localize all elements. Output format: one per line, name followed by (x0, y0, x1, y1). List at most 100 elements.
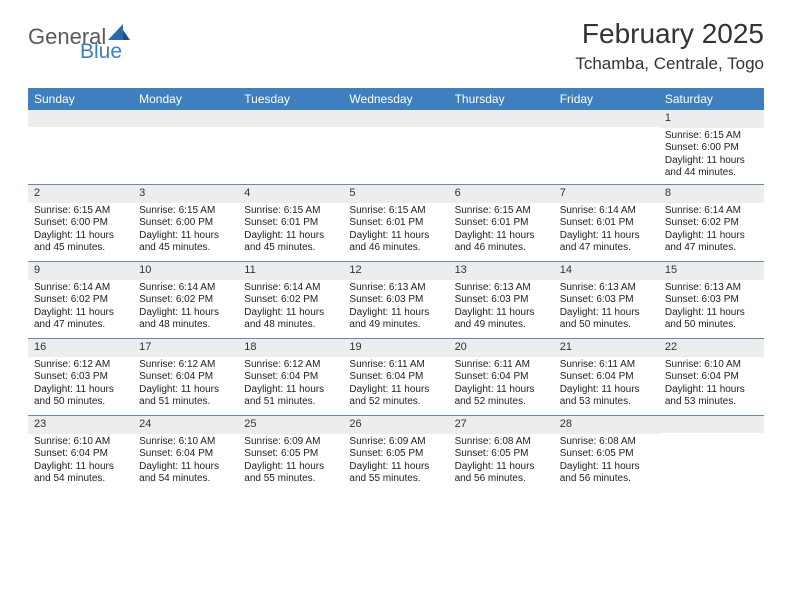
day-content: Sunrise: 6:10 AMSunset: 6:04 PMDaylight:… (28, 434, 133, 490)
sunrise-text: Sunrise: 6:14 AM (34, 282, 127, 295)
sunrise-text: Sunrise: 6:09 AM (244, 436, 337, 449)
day-content: Sunrise: 6:15 AMSunset: 6:00 PMDaylight:… (659, 128, 764, 184)
daylight-text: Daylight: 11 hours and 50 minutes. (34, 384, 127, 409)
daylight-text: Daylight: 11 hours and 46 minutes. (349, 230, 442, 255)
sunrise-text: Sunrise: 6:13 AM (560, 282, 653, 295)
sunset-text: Sunset: 6:04 PM (665, 371, 758, 384)
logo-text-blue: Blue (80, 40, 122, 64)
sunrise-text: Sunrise: 6:14 AM (139, 282, 232, 295)
day-content: Sunrise: 6:11 AMSunset: 6:04 PMDaylight:… (343, 357, 448, 413)
daylight-text: Daylight: 11 hours and 50 minutes. (560, 307, 653, 332)
day-content: Sunrise: 6:14 AMSunset: 6:02 PMDaylight:… (28, 280, 133, 336)
day-number: 6 (449, 185, 554, 203)
calendar-cell: 21Sunrise: 6:11 AMSunset: 6:04 PMDayligh… (554, 339, 659, 415)
calendar-cell (238, 110, 343, 184)
daylight-text: Daylight: 11 hours and 47 minutes. (34, 307, 127, 332)
sunset-text: Sunset: 6:02 PM (139, 294, 232, 307)
sunset-text: Sunset: 6:00 PM (665, 142, 758, 155)
day-content: Sunrise: 6:14 AMSunset: 6:01 PMDaylight:… (554, 203, 659, 259)
daylight-text: Daylight: 11 hours and 55 minutes. (244, 461, 337, 486)
sunset-text: Sunset: 6:04 PM (349, 371, 442, 384)
day-number: 1 (659, 110, 764, 128)
location: Tchamba, Centrale, Togo (575, 54, 764, 74)
calendar-cell: 10Sunrise: 6:14 AMSunset: 6:02 PMDayligh… (133, 262, 238, 338)
day-content: Sunrise: 6:14 AMSunset: 6:02 PMDaylight:… (133, 280, 238, 336)
day-number: 25 (238, 416, 343, 434)
sunset-text: Sunset: 6:05 PM (455, 448, 548, 461)
daylight-text: Daylight: 11 hours and 49 minutes. (455, 307, 548, 332)
day-content: Sunrise: 6:15 AMSunset: 6:00 PMDaylight:… (133, 203, 238, 259)
sunrise-text: Sunrise: 6:15 AM (34, 205, 127, 218)
sunrise-text: Sunrise: 6:12 AM (244, 359, 337, 372)
day-number: 26 (343, 416, 448, 434)
calendar-cell: 1Sunrise: 6:15 AMSunset: 6:00 PMDaylight… (659, 110, 764, 184)
sunset-text: Sunset: 6:02 PM (244, 294, 337, 307)
sunrise-text: Sunrise: 6:10 AM (34, 436, 127, 449)
day-content: Sunrise: 6:14 AMSunset: 6:02 PMDaylight:… (238, 280, 343, 336)
day-content: Sunrise: 6:12 AMSunset: 6:04 PMDaylight:… (133, 357, 238, 413)
daylight-text: Daylight: 11 hours and 56 minutes. (455, 461, 548, 486)
calendar-cell: 27Sunrise: 6:08 AMSunset: 6:05 PMDayligh… (449, 416, 554, 492)
day-content: Sunrise: 6:15 AMSunset: 6:01 PMDaylight:… (238, 203, 343, 259)
daylight-text: Daylight: 11 hours and 50 minutes. (665, 307, 758, 332)
calendar-cell: 26Sunrise: 6:09 AMSunset: 6:05 PMDayligh… (343, 416, 448, 492)
calendar-cell: 24Sunrise: 6:10 AMSunset: 6:04 PMDayligh… (133, 416, 238, 492)
calendar-cell: 9Sunrise: 6:14 AMSunset: 6:02 PMDaylight… (28, 262, 133, 338)
calendar-cell (343, 110, 448, 184)
daylight-text: Daylight: 11 hours and 56 minutes. (560, 461, 653, 486)
day-header: Sunday (28, 88, 133, 110)
sunrise-text: Sunrise: 6:14 AM (665, 205, 758, 218)
calendar-cell (554, 110, 659, 184)
calendar-cell: 28Sunrise: 6:08 AMSunset: 6:05 PMDayligh… (554, 416, 659, 492)
calendar-cell: 5Sunrise: 6:15 AMSunset: 6:01 PMDaylight… (343, 185, 448, 261)
day-number (343, 110, 448, 127)
sunrise-text: Sunrise: 6:14 AM (244, 282, 337, 295)
sunrise-text: Sunrise: 6:11 AM (560, 359, 653, 372)
day-number: 4 (238, 185, 343, 203)
day-number: 28 (554, 416, 659, 434)
sunset-text: Sunset: 6:03 PM (560, 294, 653, 307)
calendar-cell: 22Sunrise: 6:10 AMSunset: 6:04 PMDayligh… (659, 339, 764, 415)
calendar-body: 1Sunrise: 6:15 AMSunset: 6:00 PMDaylight… (28, 110, 764, 492)
day-content: Sunrise: 6:08 AMSunset: 6:05 PMDaylight:… (554, 434, 659, 490)
day-number: 7 (554, 185, 659, 203)
daylight-text: Daylight: 11 hours and 46 minutes. (455, 230, 548, 255)
day-number (449, 110, 554, 127)
sunset-text: Sunset: 6:00 PM (139, 217, 232, 230)
sunset-text: Sunset: 6:02 PM (34, 294, 127, 307)
daylight-text: Daylight: 11 hours and 44 minutes. (665, 155, 758, 180)
sunset-text: Sunset: 6:05 PM (244, 448, 337, 461)
day-number (238, 110, 343, 127)
sunset-text: Sunset: 6:04 PM (139, 448, 232, 461)
calendar-row: 1Sunrise: 6:15 AMSunset: 6:00 PMDaylight… (28, 110, 764, 185)
sunrise-text: Sunrise: 6:13 AM (455, 282, 548, 295)
sunrise-text: Sunrise: 6:09 AM (349, 436, 442, 449)
sunrise-text: Sunrise: 6:13 AM (665, 282, 758, 295)
calendar-row: 2Sunrise: 6:15 AMSunset: 6:00 PMDaylight… (28, 185, 764, 262)
sunset-text: Sunset: 6:03 PM (455, 294, 548, 307)
day-number (133, 110, 238, 127)
day-number (28, 110, 133, 127)
day-content: Sunrise: 6:13 AMSunset: 6:03 PMDaylight:… (659, 280, 764, 336)
sunset-text: Sunset: 6:03 PM (34, 371, 127, 384)
day-number: 11 (238, 262, 343, 280)
day-content: Sunrise: 6:11 AMSunset: 6:04 PMDaylight:… (449, 357, 554, 413)
sunrise-text: Sunrise: 6:15 AM (244, 205, 337, 218)
day-number: 24 (133, 416, 238, 434)
day-header: Friday (554, 88, 659, 110)
daylight-text: Daylight: 11 hours and 51 minutes. (244, 384, 337, 409)
calendar-cell (659, 416, 764, 492)
day-number: 21 (554, 339, 659, 357)
sunset-text: Sunset: 6:04 PM (244, 371, 337, 384)
sunset-text: Sunset: 6:04 PM (455, 371, 548, 384)
sunrise-text: Sunrise: 6:13 AM (349, 282, 442, 295)
sunrise-text: Sunrise: 6:15 AM (349, 205, 442, 218)
sunset-text: Sunset: 6:01 PM (560, 217, 653, 230)
calendar-cell (449, 110, 554, 184)
daylight-text: Daylight: 11 hours and 52 minutes. (455, 384, 548, 409)
sunrise-text: Sunrise: 6:10 AM (665, 359, 758, 372)
day-content: Sunrise: 6:14 AMSunset: 6:02 PMDaylight:… (659, 203, 764, 259)
day-number: 14 (554, 262, 659, 280)
calendar-cell: 16Sunrise: 6:12 AMSunset: 6:03 PMDayligh… (28, 339, 133, 415)
sunset-text: Sunset: 6:04 PM (560, 371, 653, 384)
